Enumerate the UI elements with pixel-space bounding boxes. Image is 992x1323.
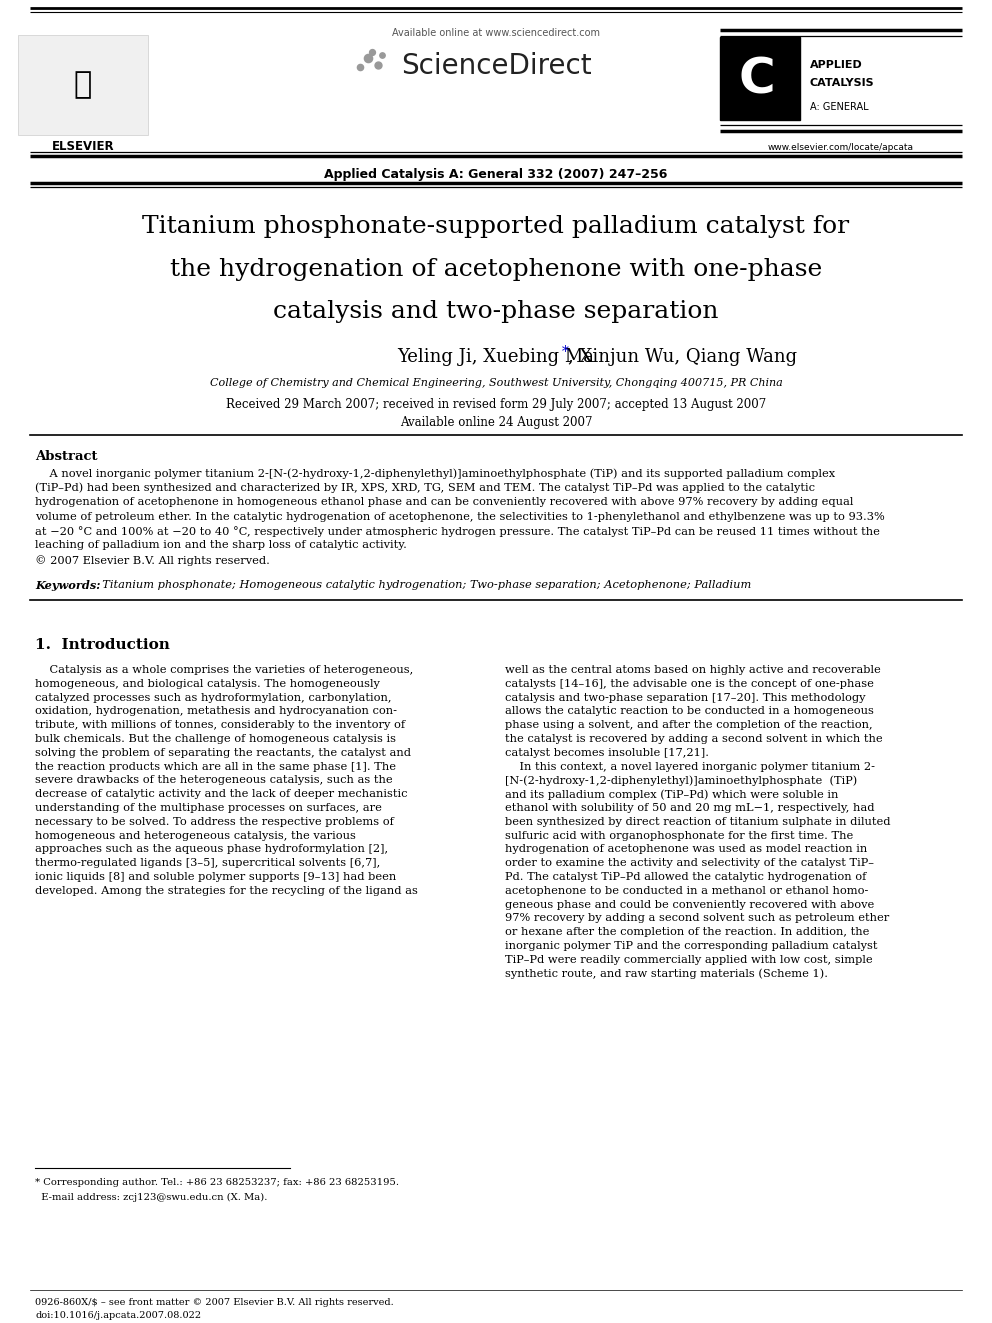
Text: the catalyst is recovered by adding a second solvent in which the: the catalyst is recovered by adding a se…: [505, 734, 883, 744]
Text: homogeneous, and biological catalysis. The homogeneously: homogeneous, and biological catalysis. T…: [35, 679, 380, 689]
Text: well as the central atoms based on highly active and recoverable: well as the central atoms based on highl…: [505, 665, 881, 675]
Text: hydrogenation of acetophenone was used as model reaction in: hydrogenation of acetophenone was used a…: [505, 844, 867, 855]
Text: 🦌: 🦌: [73, 70, 92, 99]
Text: order to examine the activity and selectivity of the catalyst TiP–: order to examine the activity and select…: [505, 859, 874, 868]
Text: doi:10.1016/j.apcata.2007.08.022: doi:10.1016/j.apcata.2007.08.022: [35, 1311, 201, 1320]
Point: [374, 45, 390, 66]
Text: decrease of catalytic activity and the lack of deeper mechanistic: decrease of catalytic activity and the l…: [35, 790, 408, 799]
Point: [370, 54, 386, 75]
Text: inorganic polymer TiP and the corresponding palladium catalyst: inorganic polymer TiP and the correspond…: [505, 941, 878, 951]
Text: APPLIED: APPLIED: [794, 64, 799, 94]
Text: (TiP–Pd) had been synthesized and characterized by IR, XPS, XRD, TG, SEM and TEM: (TiP–Pd) had been synthesized and charac…: [35, 483, 815, 493]
Bar: [720, 37, 800, 120]
Text: Applied Catalysis A: General 332 (2007) 247–256: Applied Catalysis A: General 332 (2007) …: [324, 168, 668, 181]
Text: hydrogenation of acetophenone in homogeneous ethanol phase and can be convenient: hydrogenation of acetophenone in homogen…: [35, 497, 853, 507]
Text: *: *: [562, 345, 568, 359]
Text: developed. Among the strategies for the recycling of the ligand as: developed. Among the strategies for the …: [35, 886, 418, 896]
Text: College of Chemistry and Chemical Engineering, Southwest University, Chongqing 4: College of Chemistry and Chemical Engine…: [209, 378, 783, 388]
Text: the reaction products which are all in the same phase [1]. The: the reaction products which are all in t…: [35, 762, 396, 771]
Text: APPLIED: APPLIED: [810, 60, 863, 70]
Text: A novel inorganic polymer titanium 2-[N-(2-hydroxy-1,2-diphenylethyl)]aminoethyl: A novel inorganic polymer titanium 2-[N-…: [35, 468, 835, 479]
Text: the hydrogenation of acetophenone with one-phase: the hydrogenation of acetophenone with o…: [170, 258, 822, 280]
Text: synthetic route, and raw starting materials (Scheme 1).: synthetic route, and raw starting materi…: [505, 968, 828, 979]
Text: E-mail address: zcj123@swu.edu.cn (X. Ma).: E-mail address: zcj123@swu.edu.cn (X. Ma…: [35, 1193, 268, 1203]
Text: oxidation, hydrogenation, metathesis and hydrocyanation con-: oxidation, hydrogenation, metathesis and…: [35, 706, 397, 716]
Text: Abstract: Abstract: [35, 450, 97, 463]
Text: A: GENERAL: A: GENERAL: [810, 102, 869, 112]
Text: catalysts [14–16], the advisable one is the concept of one-phase: catalysts [14–16], the advisable one is …: [505, 679, 874, 689]
Text: severe drawbacks of the heterogeneous catalysis, such as the: severe drawbacks of the heterogeneous ca…: [35, 775, 393, 786]
Text: and its palladium complex (TiP–Pd) which were soluble in: and its palladium complex (TiP–Pd) which…: [505, 790, 838, 800]
Point: [352, 57, 368, 78]
Point: [364, 41, 380, 62]
Text: www.elsevier.com/locate/apcata: www.elsevier.com/locate/apcata: [768, 143, 914, 152]
Text: [N-(2-hydroxy-1,2-diphenylethyl)]aminoethylphosphate  (TiP): [N-(2-hydroxy-1,2-diphenylethyl)]aminoet…: [505, 775, 857, 786]
Text: homogeneous and heterogeneous catalysis, the various: homogeneous and heterogeneous catalysis,…: [35, 831, 356, 840]
Text: Pd. The catalyst TiP–Pd allowed the catalytic hydrogenation of: Pd. The catalyst TiP–Pd allowed the cata…: [505, 872, 866, 882]
Text: volume of petroleum ether. In the catalytic hydrogenation of acetophenone, the s: volume of petroleum ether. In the cataly…: [35, 512, 885, 521]
Text: Available online 24 August 2007: Available online 24 August 2007: [400, 415, 592, 429]
Text: ScienceDirect: ScienceDirect: [401, 52, 591, 79]
Text: catalysis and two-phase separation: catalysis and two-phase separation: [273, 300, 719, 323]
Text: at −20 °C and 100% at −20 to 40 °C, respectively under atmospheric hydrogen pres: at −20 °C and 100% at −20 to 40 °C, resp…: [35, 527, 880, 537]
Text: * Corresponding author. Tel.: +86 23 68253237; fax: +86 23 68253195.: * Corresponding author. Tel.: +86 23 682…: [35, 1177, 399, 1187]
Text: been synthesized by direct reaction of titanium sulphate in diluted: been synthesized by direct reaction of t…: [505, 816, 891, 827]
Text: TiP–Pd were readily commercially applied with low cost, simple: TiP–Pd were readily commercially applied…: [505, 955, 873, 964]
Text: understanding of the multiphase processes on surfaces, are: understanding of the multiphase processe…: [35, 803, 382, 814]
Text: catalyzed processes such as hydroformylation, carbonylation,: catalyzed processes such as hydroformyla…: [35, 693, 392, 703]
Point: [360, 48, 376, 69]
Text: necessary to be solved. To address the respective problems of: necessary to be solved. To address the r…: [35, 816, 394, 827]
Text: tribute, with millions of tonnes, considerably to the inventory of: tribute, with millions of tonnes, consid…: [35, 720, 405, 730]
Text: , Xinjun Wu, Qiang Wang: , Xinjun Wu, Qiang Wang: [568, 348, 798, 366]
Text: leaching of palladium ion and the sharp loss of catalytic activity.: leaching of palladium ion and the sharp …: [35, 541, 407, 550]
Text: thermo-regulated ligands [3–5], supercritical solvents [6,7],: thermo-regulated ligands [3–5], supercri…: [35, 859, 380, 868]
Text: approaches such as the aqueous phase hydroformylation [2],: approaches such as the aqueous phase hyd…: [35, 844, 388, 855]
Text: Keywords:: Keywords:: [35, 579, 100, 591]
Text: 97% recovery by adding a second solvent such as petroleum ether: 97% recovery by adding a second solvent …: [505, 913, 889, 923]
Text: bulk chemicals. But the challenge of homogeneous catalysis is: bulk chemicals. But the challenge of hom…: [35, 734, 396, 744]
Text: Catalysis as a whole comprises the varieties of heterogeneous,: Catalysis as a whole comprises the varie…: [35, 665, 414, 675]
Text: phase using a solvent, and after the completion of the reaction,: phase using a solvent, and after the com…: [505, 720, 873, 730]
Text: Titanium phosphonate-supported palladium catalyst for: Titanium phosphonate-supported palladium…: [143, 216, 849, 238]
Text: ethanol with solubility of 50 and 20 mg mL−1, respectively, had: ethanol with solubility of 50 and 20 mg …: [505, 803, 875, 814]
Text: © 2007 Elsevier B.V. All rights reserved.: © 2007 Elsevier B.V. All rights reserved…: [35, 556, 270, 566]
Text: catalysis and two-phase separation [17–20]. This methodology: catalysis and two-phase separation [17–2…: [505, 693, 865, 703]
Text: 1.  Introduction: 1. Introduction: [35, 638, 170, 652]
Text: ELSEVIER: ELSEVIER: [52, 140, 114, 153]
Text: geneous phase and could be conveniently recovered with above: geneous phase and could be conveniently …: [505, 900, 874, 910]
Text: or hexane after the completion of the reaction. In addition, the: or hexane after the completion of the re…: [505, 927, 869, 937]
Text: Yeling Ji, Xuebing Ma: Yeling Ji, Xuebing Ma: [398, 348, 594, 366]
Text: 0926-860X/$ – see front matter © 2007 Elsevier B.V. All rights reserved.: 0926-860X/$ – see front matter © 2007 El…: [35, 1298, 394, 1307]
Text: acetophenone to be conducted in a methanol or ethanol homo-: acetophenone to be conducted in a methan…: [505, 886, 868, 896]
Text: sulfuric acid with organophosphonate for the first time. The: sulfuric acid with organophosphonate for…: [505, 831, 853, 840]
Text: catalyst becomes insoluble [17,21].: catalyst becomes insoluble [17,21].: [505, 747, 709, 758]
Text: Available online at www.sciencedirect.com: Available online at www.sciencedirect.co…: [392, 28, 600, 38]
Bar: [18, 34, 148, 135]
Text: ionic liquids [8] and soluble polymer supports [9–13] had been: ionic liquids [8] and soluble polymer su…: [35, 872, 396, 882]
Text: Titanium phosphonate; Homogeneous catalytic hydrogenation; Two-phase separation;: Titanium phosphonate; Homogeneous cataly…: [95, 579, 751, 590]
Text: allows the catalytic reaction to be conducted in a homogeneous: allows the catalytic reaction to be cond…: [505, 706, 874, 716]
Text: Received 29 March 2007; received in revised form 29 July 2007; accepted 13 Augus: Received 29 March 2007; received in revi…: [226, 398, 766, 411]
Text: CATALYSIS: CATALYSIS: [810, 78, 875, 89]
Text: solving the problem of separating the reactants, the catalyst and: solving the problem of separating the re…: [35, 747, 411, 758]
Text: In this context, a novel layered inorganic polymer titanium 2-: In this context, a novel layered inorgan…: [505, 762, 875, 771]
Text: C: C: [739, 56, 776, 103]
